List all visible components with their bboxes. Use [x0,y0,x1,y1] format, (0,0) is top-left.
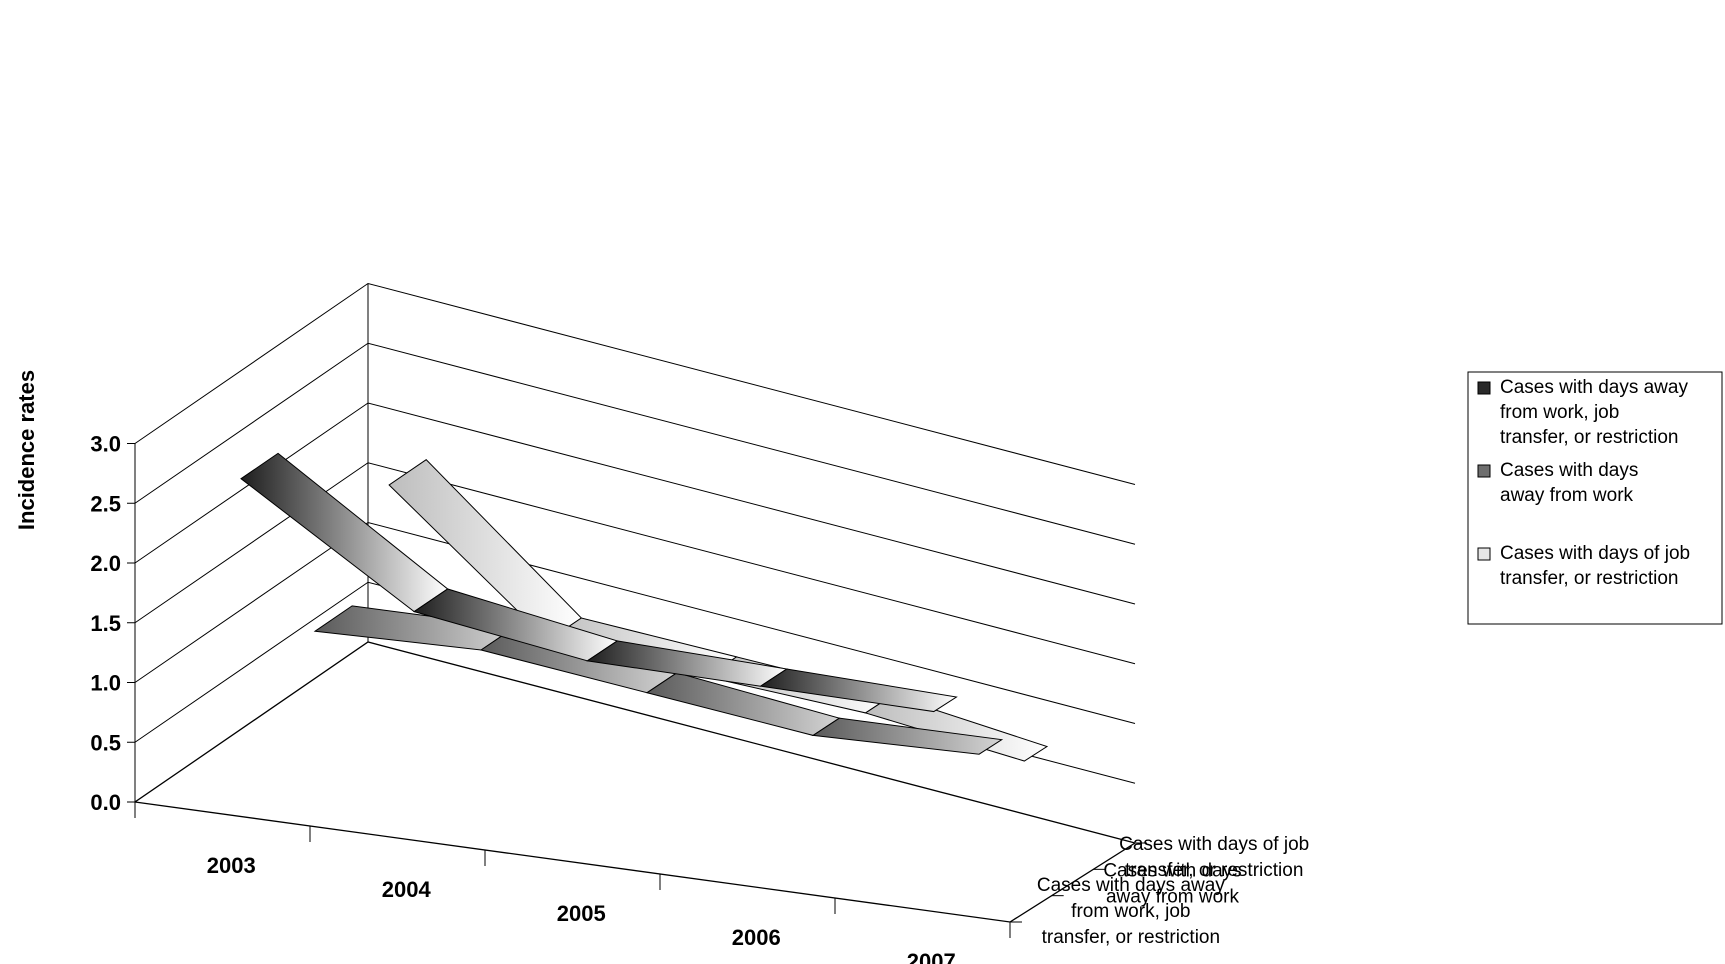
ribbons [240,452,1049,762]
gridline [134,342,1136,545]
legend-swatch [1477,547,1491,561]
legend-label-line: Cases with days of job [1500,543,1690,564]
legend-label-line: Cases with days away [1500,377,1688,398]
depth-label-line: transfer, or restriction [1042,927,1220,948]
x-tick-label: 2006 [732,925,781,950]
depth-label: Cases with days away from work [1103,861,1241,908]
depth-label-line: from work, job [1071,901,1190,922]
legend-label-line: transfer, or restriction [1500,427,1678,448]
legend-label: Cases with days away from work, job transf… [1500,377,1688,448]
gridlines [134,282,1136,784]
y-tick-label: 2.5 [90,491,121,516]
axis-labels: 0.0 0.5 1.0 1.5 2.0 2.5 3.0 2003 2004 2005 2006 200… [90,432,1309,964]
depth-label-line: Cases with days of job [1119,834,1309,855]
depth-label-line: transfer, or restriction [1125,860,1303,881]
gridline [134,282,1136,485]
legend-box [1467,371,1723,625]
y-tick-label: 3.0 [90,432,121,457]
y-tick-label: 1.0 [90,671,121,696]
y-tick-label: 0.0 [90,790,121,815]
x-tick-label: 2005 [557,901,606,926]
series-ribbon [240,452,958,713]
legend: Cases with days away from work, job transf… [1467,371,1723,625]
depth-label-line: Cases with days [1103,861,1241,882]
depth-label-line: away from work [1106,887,1240,908]
legend-item: Cases with days away from work [1477,460,1638,506]
legend-label: Cases with days away from work [1500,460,1638,506]
gridline [134,521,1136,724]
series-ribbon [313,605,1004,755]
ribbon-segment [759,668,958,713]
depth-label: Cases with days away from work, job transf… [1037,875,1225,948]
y-tick-label: 0.5 [90,730,121,755]
legend-label-line: transfer, or restriction [1500,568,1678,589]
y-tick-label: 1.5 [90,611,121,636]
axes [127,283,1147,938]
y-tick-label: 2.0 [90,551,121,576]
depth-label: Cases with days of job transfer, or restr… [1119,834,1309,881]
legend-swatch [1477,381,1491,395]
ribbon-segment [811,717,1004,755]
x-tick-label: 2004 [382,877,432,902]
x-tick-label: 2007 [907,949,956,964]
legend-label-line: away from work [1500,485,1634,506]
x-tick-label: 2003 [207,853,256,878]
depth-label-line: Cases with days away [1037,875,1225,896]
legend-item: Cases with days away from work, job transf… [1477,377,1688,448]
legend-item: Cases with days of job transfer, or restr… [1477,543,1690,589]
legend-label-line: Cases with days [1500,460,1638,481]
legend-swatch [1477,464,1491,478]
y-axis-title: Incidence rates [14,370,39,530]
legend-label: Cases with days of job transfer, or restr… [1500,543,1690,589]
legend-label-line: from work, job [1500,402,1619,423]
